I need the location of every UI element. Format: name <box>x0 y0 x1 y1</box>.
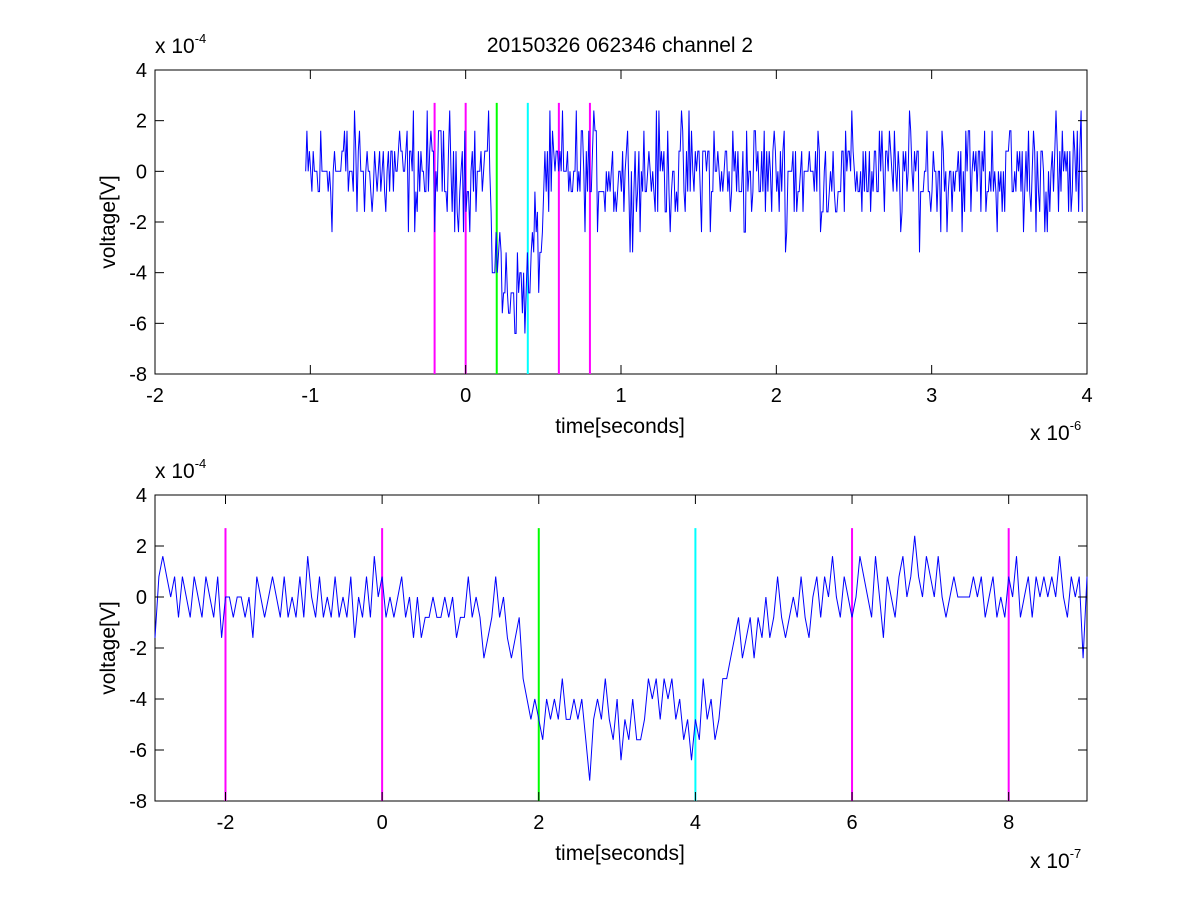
top-y-exponent: x 10-4 <box>155 31 206 58</box>
top-y-axis-label: voltage[V] <box>97 175 120 268</box>
x-tick-label: 3 <box>926 385 937 407</box>
bottom-voltage-series <box>154 535 1088 781</box>
x-tick-label: 6 <box>846 812 857 834</box>
y-tick-label: 4 <box>136 485 147 507</box>
x-tick-label: 4 <box>690 812 701 834</box>
x-tick-label: -2 <box>217 812 235 834</box>
y-tick-label: -6 <box>129 313 147 335</box>
x-tick-label: 0 <box>460 385 471 407</box>
x-tick-label: -2 <box>146 385 164 407</box>
bottom-chart: -2 0 2 4 6 8 4 2 0 -2 -4 -6 -8 x 10-4 x 10-7 time[se… <box>97 456 1088 873</box>
bottom-y-exponent: x 10-4 <box>155 456 206 483</box>
x-tick-label: -1 <box>301 385 319 407</box>
y-tick-label: -2 <box>129 212 147 234</box>
bottom-marker-lines <box>224 528 1010 801</box>
x-tick-label: 4 <box>1081 385 1092 407</box>
chart-title: 20150326 062346 channel 2 <box>487 34 753 57</box>
bottom-x-axis-label: time[seconds] <box>555 842 685 865</box>
y-tick-label: -2 <box>129 638 147 660</box>
x-tick-label: 8 <box>1003 812 1014 834</box>
bottom-tick-marks: -2 0 2 4 6 8 4 2 0 -2 -4 -6 -8 <box>129 485 1087 834</box>
x-tick-label: 0 <box>377 812 388 834</box>
y-tick-label: 2 <box>136 536 147 558</box>
top-marker-lines <box>433 102 591 374</box>
y-tick-label: 0 <box>136 161 147 183</box>
bottom-y-axis-label: voltage[V] <box>97 601 120 694</box>
top-x-exponent: x 10-6 <box>1030 418 1081 445</box>
y-tick-label: -6 <box>129 740 147 762</box>
y-tick-label: 2 <box>136 111 147 133</box>
bottom-x-exponent: x 10-7 <box>1030 846 1081 873</box>
x-tick-label: 2 <box>533 812 544 834</box>
y-tick-label: -4 <box>129 263 147 285</box>
y-tick-label: -8 <box>129 364 147 386</box>
top-tick-marks: -2 -1 0 1 2 3 4 4 2 0 -2 -4 -6 -8 <box>129 60 1092 407</box>
y-tick-label: -4 <box>129 689 147 711</box>
x-tick-label: 2 <box>771 385 782 407</box>
top-chart: -2 -1 0 1 2 3 4 4 2 0 -2 -4 -6 -8 x 10-4 x 10-6 time[… <box>97 31 1093 445</box>
top-x-axis-label: time[seconds] <box>555 415 685 438</box>
x-tick-label: 1 <box>615 385 626 407</box>
y-tick-label: 4 <box>136 60 147 82</box>
top-voltage-series <box>305 110 1083 334</box>
y-tick-label: 0 <box>136 587 147 609</box>
y-tick-label: -8 <box>129 791 147 813</box>
